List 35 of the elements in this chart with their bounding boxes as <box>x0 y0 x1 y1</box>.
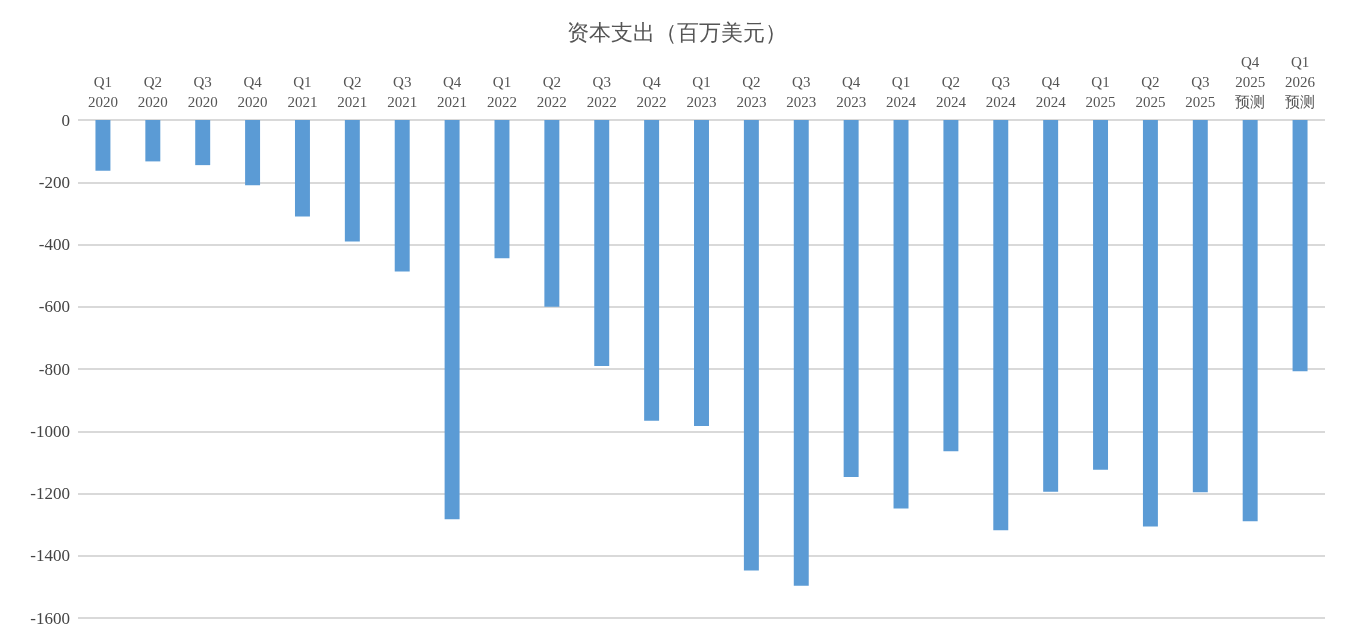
y-tick-label: -400 <box>38 235 70 254</box>
x-tick-label: Q3 2021 <box>387 74 418 110</box>
y-tick-label: -600 <box>38 297 70 317</box>
x-tick-label: Q4 2024 <box>1035 74 1067 110</box>
x-tick-label: Q2 2020 <box>137 74 168 110</box>
x-tick-label: Q1 2026 预测 <box>1285 54 1316 110</box>
y-tick-label: -200 <box>38 172 70 192</box>
x-tick-label: Q1 2021 <box>287 74 318 110</box>
chart-title: 资本支出（百万美元） <box>566 19 787 45</box>
x-tick-label: Q1 2023 <box>686 74 717 110</box>
y-tick-label: -1200 <box>30 484 70 503</box>
x-tick-label: Q2 2024 <box>935 74 967 110</box>
x-tick-label: Q2 2023 <box>736 74 767 110</box>
x-tick-label: Q3 2020 <box>187 74 218 110</box>
x-tick-label: Q1 2024 <box>886 74 917 110</box>
x-tick-label: Q3 2025 <box>1185 74 1216 110</box>
x-tick-label: Q1 2025 <box>1085 74 1116 110</box>
x-tick-label: Q2 2025 <box>1135 74 1166 110</box>
y-tick-label: -1600 <box>30 608 70 628</box>
y-tick-label: -800 <box>38 359 70 379</box>
x-tick-label: Q3 2023 <box>786 74 817 110</box>
x-tick-label: Q4 2021 <box>437 74 468 110</box>
x-tick-label: Q4 2025 预测 <box>1235 54 1266 110</box>
x-tick-label: Q4 2020 <box>237 74 268 110</box>
x-tick-label: Q4 2022 <box>636 74 667 110</box>
x-tick-label: Q1 2020 <box>87 74 118 110</box>
x-tick-label: Q2 2022 <box>536 74 567 110</box>
x-tick-label: Q2 2021 <box>337 74 368 110</box>
y-tick-label: 0 <box>61 110 70 130</box>
x-tick-label: Q4 2023 <box>836 74 867 110</box>
x-tick-label: Q3 2022 <box>586 74 617 110</box>
x-tick-label: Q3 2024 <box>985 74 1017 110</box>
y-tick-label: -1400 <box>30 546 70 566</box>
x-tick-label: Q1 2022 <box>486 74 517 110</box>
y-tick-label: -1000 <box>30 421 70 441</box>
